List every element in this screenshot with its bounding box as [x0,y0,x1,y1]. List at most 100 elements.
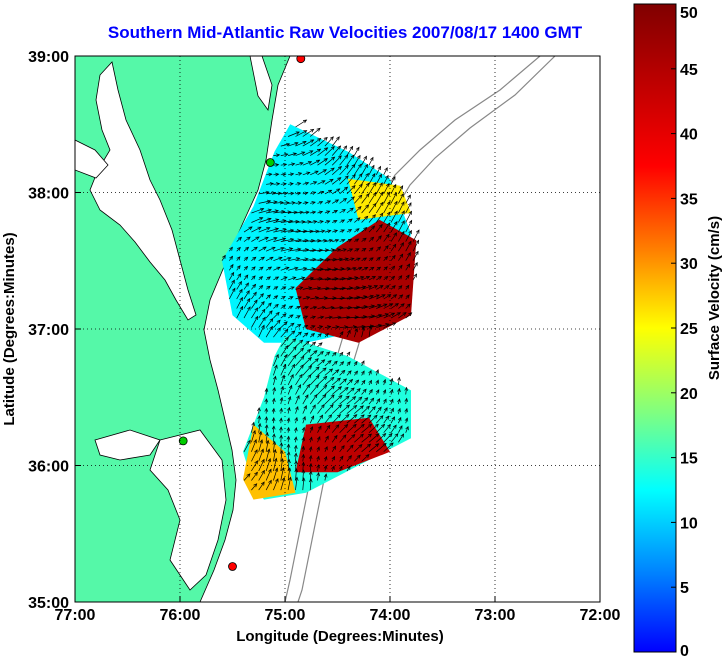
velocity-arrow-head [361,360,365,365]
velocity-arrow [302,211,310,214]
velocity-arrow [346,164,356,176]
velocity-arrow-head [350,257,355,262]
velocity-arrow-head [400,303,405,308]
velocity-arrow [332,297,345,300]
velocity-arrow [273,327,281,338]
velocity-arrow-head [362,247,367,252]
velocity-arrow [331,466,335,472]
velocity-arrow-head [319,190,325,195]
velocity-arrow-head [280,246,285,251]
velocity-arrow [280,321,288,328]
velocity-arrow [390,232,397,242]
velocity-arrow [339,395,350,405]
velocity-arrow [346,286,360,290]
velocity-arrow-head [365,405,370,410]
colorbar-tick-label: 50 [680,5,698,22]
velocity-arrow-head [400,230,405,236]
velocity-arrow-head [305,210,310,215]
velocity-arrow-head [294,266,299,271]
velocity-arrow-head [297,331,302,336]
velocity-arrow-head [292,354,297,359]
velocity-arrow [295,162,304,166]
velocity-arrow [273,398,275,405]
velocity-arrow-head [379,201,384,206]
velocity-arrow [339,434,347,443]
velocity-arrow [346,146,353,156]
velocity-arrow [332,188,340,195]
velocity-arrow [332,316,341,319]
velocity-arrow [376,323,389,328]
velocity-arrow [361,454,370,462]
velocity-arrow-head [231,287,236,292]
velocity-arrow-head [407,240,412,245]
velocity-arrow [265,326,273,338]
velocity-arrow [361,370,365,376]
velocity-arrow-head [358,266,363,271]
velocity-arrow [331,369,339,376]
velocity-arrow-head [279,407,283,412]
velocity-arrow-head [392,424,397,429]
velocity-arrow [339,326,348,328]
velocity-arrow-head [291,363,296,369]
velocity-arrow-head [363,155,367,160]
velocity-arrow-head [254,449,258,454]
velocity-arrow [346,154,355,166]
velocity-arrow [324,394,335,405]
velocity-arrow-head [299,373,303,379]
velocity-arrow-head [316,446,320,451]
velocity-arrow-head [315,229,320,234]
velocity-arrow-head [382,433,387,438]
velocity-arrow-head [324,147,329,152]
velocity-arrow-head [379,212,384,217]
velocity-arrow [309,341,316,347]
velocity-arrow-head [368,423,373,428]
velocity-arrow [390,425,397,433]
velocity-arrow-head [316,127,321,132]
velocity-arrow [361,405,370,414]
velocity-arrow-head [301,436,306,441]
velocity-arrow [339,316,350,319]
velocity-arrow-head [360,414,365,419]
velocity-arrow-head [386,200,391,206]
velocity-arrow [310,249,323,252]
velocity-arrow-head [404,407,408,413]
velocity-arrow [317,230,325,233]
velocity-arrow [273,478,279,491]
velocity-arrow-head [301,469,306,474]
velocity-arrow-head [308,446,313,451]
velocity-arrow [309,375,320,386]
velocity-arrow [243,473,251,481]
velocity-arrow [302,437,305,443]
velocity-arrow-head [331,156,336,161]
velocity-arrow [287,142,299,147]
velocity-arrow-head [319,414,324,419]
velocity-arrow-head [327,325,332,329]
velocity-arrow-head [331,455,335,461]
velocity-arrow-head [317,138,322,142]
velocity-arrow-head [278,256,283,261]
velocity-arrow-head [260,256,265,261]
velocity-arrow [361,173,369,185]
velocity-arrow-head [323,238,328,243]
velocity-arrow [383,312,395,319]
velocity-arrow [354,396,363,405]
velocity-arrow-head [354,327,358,333]
velocity-arrow [310,316,316,319]
velocity-arrow [398,433,404,443]
velocity-arrow-head [338,404,343,409]
velocity-arrow-head [385,233,390,238]
velocity-arrow [302,277,314,281]
velocity-arrow [287,468,291,481]
velocity-arrow-head [301,453,306,459]
velocity-arrow-head [309,426,314,431]
velocity-arrow [324,404,334,414]
velocity-arrow-head [275,153,281,157]
velocity-arrow-head [344,164,349,169]
velocity-arrow-head [274,227,280,232]
velocity-arrow-head [292,276,297,281]
velocity-arrow-head [387,294,392,298]
velocity-arrow [331,404,342,414]
velocity-arrow [302,454,304,462]
velocity-arrow [405,417,408,424]
velocity-arrow-head [352,423,357,428]
